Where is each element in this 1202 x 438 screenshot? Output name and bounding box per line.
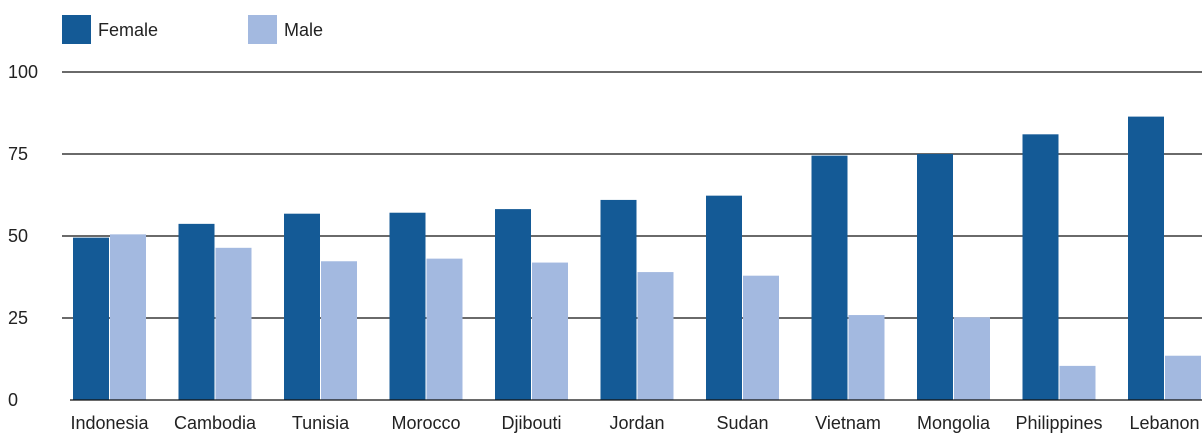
bar-male-jordan [637,272,674,400]
x-tick-label-vietnam: Vietnam [815,413,881,433]
x-tick-label-tunisia: Tunisia [292,413,350,433]
x-tick-label-jordan: Jordan [609,413,664,433]
y-axis: 0 25 50 75 100 [8,62,38,410]
legend-label-male: Male [284,20,323,40]
legend-swatch-female [62,15,91,44]
y-tick-label-75: 75 [8,144,28,164]
bar-male-djibouti [532,262,568,400]
bar-male-morocco [426,258,463,400]
x-tick-label-sudan: Sudan [716,413,768,433]
x-tick-label-djibouti: Djibouti [501,413,561,433]
x-tick-label-mongolia: Mongolia [917,413,991,433]
x-tick-label-lebanon: Lebanon [1129,413,1199,433]
x-tick-label-morocco: Morocco [391,413,460,433]
legend-swatch-male [248,15,277,44]
bar-female-vietnam [811,155,848,400]
x-axis: Indonesia Cambodia Tunisia Morocco Djibouti J… [70,399,1202,433]
bar-male-tunisia [321,261,357,400]
y-tick-label-25: 25 [8,308,28,328]
bar-female-jordan [600,199,637,400]
bar-female-mongolia [917,154,953,400]
bar-female-cambodia [178,223,215,400]
y-tick-label-0: 0 [8,390,18,410]
bar-female-tunisia [284,213,320,400]
bar-male-cambodia [215,247,252,400]
bar-male-lebanon [1165,355,1201,400]
bar-female-djibouti [495,209,531,400]
bar-female-philippines [1022,134,1059,400]
bar-male-philippines [1059,365,1096,400]
bar-female-lebanon [1128,116,1164,400]
bar-male-sudan [743,275,779,400]
x-tick-label-indonesia: Indonesia [70,413,149,433]
bars [73,116,1201,400]
legend: Female Male [62,15,323,44]
x-tick-label-cambodia: Cambodia [174,413,257,433]
bar-female-morocco [389,212,426,400]
y-tick-label-50: 50 [8,226,28,246]
legend-label-female: Female [98,20,158,40]
bar-female-sudan [706,195,742,400]
bar-male-indonesia [110,234,146,400]
y-tick-label-100: 100 [8,62,38,82]
bar-male-mongolia [954,317,990,400]
bar-male-vietnam [848,315,885,400]
x-tick-label-philippines: Philippines [1015,413,1102,433]
bar-female-indonesia [73,237,109,400]
